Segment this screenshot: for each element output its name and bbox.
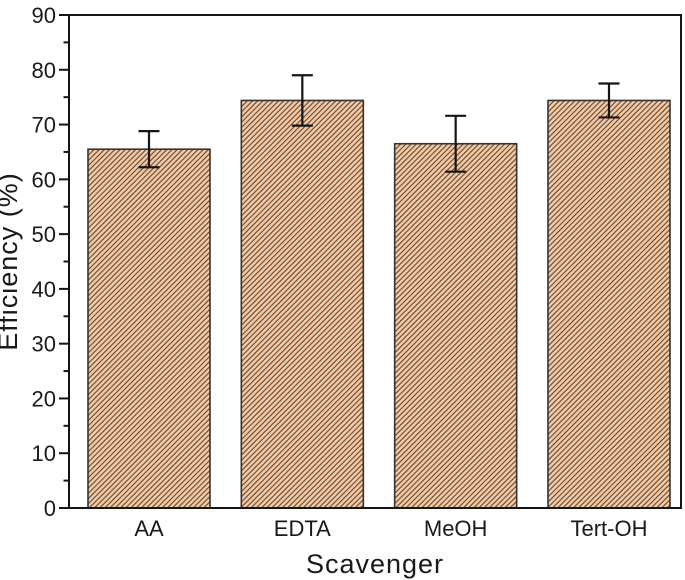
x-tick-label: MeOH — [424, 516, 488, 541]
y-tick-label: 30 — [32, 332, 56, 357]
y-tick-label: 80 — [32, 58, 56, 83]
y-tick-label: 50 — [32, 222, 56, 247]
y-tick-label: 40 — [32, 277, 56, 302]
bar-hatch — [88, 149, 210, 508]
error-bar — [138, 130, 160, 169]
x-axis-title: Scavenger — [306, 549, 444, 579]
y-tick-label: 70 — [32, 113, 56, 138]
x-tick-label: Tert-OH — [570, 516, 647, 541]
y-tick-label: 60 — [32, 167, 56, 192]
bar-hatch — [394, 143, 517, 508]
error-bar — [291, 74, 313, 127]
y-axis-title: Efficiency (%) — [0, 172, 23, 351]
y-tick-label: 20 — [32, 386, 56, 411]
y-tick-label: 10 — [32, 441, 56, 466]
x-tick-label: AA — [134, 516, 164, 541]
y-tick-label: 90 — [32, 3, 56, 28]
y-tick-label: 0 — [44, 496, 56, 521]
error-bar — [445, 114, 467, 173]
error-bar — [598, 82, 620, 119]
x-tick-label: EDTA — [274, 516, 331, 541]
